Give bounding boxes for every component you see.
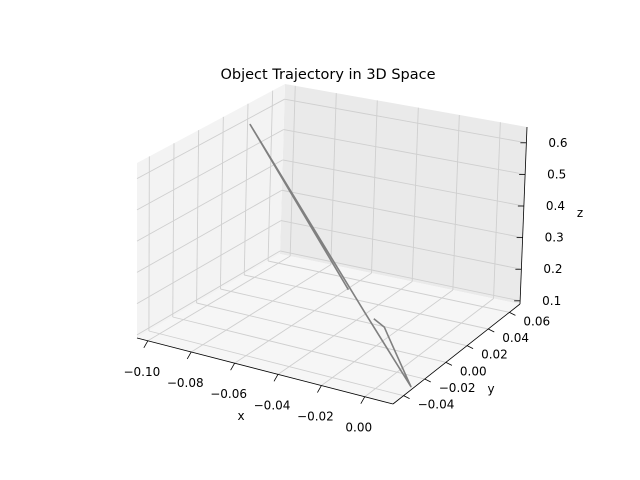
z-axis-label: z [577, 206, 583, 220]
x-tick-label: 0.00 [345, 421, 372, 435]
grid-line-y [196, 130, 200, 304]
tick-labels: −0.10 −0.08 −0.06 −0.04 −0.02 0.00 −0.04 −0.02 0… [123, 136, 567, 435]
x-tick [317, 385, 322, 393]
y-tick [424, 378, 431, 383]
grid-line-z [136, 129, 284, 211]
y-tick [509, 311, 516, 316]
y-tick [445, 361, 453, 366]
grid-line-z [136, 250, 281, 336]
grid-line-x [371, 100, 378, 274]
x-tick [186, 351, 192, 360]
grid-line-x [321, 289, 454, 386]
grid-line-z [279, 250, 521, 302]
chart-title: Object Trajectory in 3D Space [220, 67, 435, 83]
y-tick [403, 395, 410, 400]
pane-back [280, 84, 527, 304]
y-tick-label: 0.06 [523, 314, 550, 328]
grid-line-z [284, 98, 527, 144]
grid-line-z [282, 159, 524, 207]
tick-marks [143, 142, 527, 404]
grid-line-y [148, 330, 404, 397]
y-axis-line [392, 303, 521, 405]
grid-lines [136, 85, 527, 398]
grid-line-z [136, 98, 285, 180]
y-tick-label: 0.00 [460, 364, 487, 378]
z-tick-label: 0.1 [542, 294, 561, 308]
x-tick [143, 340, 149, 348]
x-tick-label: −0.02 [297, 410, 334, 424]
y-tick-label: 0.04 [502, 331, 529, 345]
grid-line-z [136, 189, 283, 273]
x-axis-line [136, 337, 394, 405]
grid-line-x [277, 281, 413, 375]
grid-line-z [136, 159, 283, 242]
y-tick [488, 328, 495, 333]
z-tick-label: 0.3 [545, 231, 564, 245]
trajectory-line [249, 123, 412, 388]
z-tick-label: 0.5 [547, 167, 566, 181]
grid-line-z [281, 189, 523, 239]
grid-line-x [364, 298, 494, 398]
grid-line-y [172, 316, 425, 380]
y-tick-label: 0.02 [481, 348, 508, 362]
y-axis-label: y [487, 382, 494, 396]
x-tick [360, 396, 366, 404]
x-tick [230, 362, 235, 371]
grid-line-z [283, 129, 526, 175]
grid-line-x [147, 255, 291, 342]
grid-line-z [136, 220, 282, 305]
z-tick-label: 0.6 [548, 136, 567, 150]
grid-line-x [493, 122, 501, 299]
x-tick-label: −0.10 [123, 365, 160, 379]
grid-line-x [452, 114, 460, 291]
grid-line-x [289, 85, 296, 257]
y-tick-label: −0.04 [418, 398, 455, 412]
grid-line-x [190, 264, 332, 353]
z-tick-label: 0.2 [543, 262, 562, 276]
y-tick [466, 345, 474, 350]
x-axis-label: x [237, 409, 244, 423]
grid-line-y [267, 260, 510, 313]
grid-line-x [411, 107, 419, 282]
x-tick-label: −0.06 [210, 387, 247, 401]
y-tick-label: −0.02 [439, 381, 476, 395]
grid-line-y [267, 90, 274, 262]
grid-line-y [219, 116, 224, 290]
grid-line-x [330, 93, 337, 265]
grid-line-y [244, 274, 489, 330]
grid-line-y [196, 302, 447, 363]
z-axis-line [519, 126, 528, 305]
grid-line-y [172, 143, 175, 318]
axis-lines [136, 126, 528, 405]
grid-line-y [220, 288, 468, 347]
x-tick-label: −0.04 [254, 398, 291, 412]
grid-line-y [243, 103, 249, 276]
z-tick-label: 0.4 [546, 199, 565, 213]
x-tick-label: −0.08 [167, 376, 204, 390]
x-tick [273, 374, 279, 382]
grid-line-z [280, 220, 522, 270]
grid-line-x [234, 272, 372, 364]
series-group [249, 123, 412, 388]
